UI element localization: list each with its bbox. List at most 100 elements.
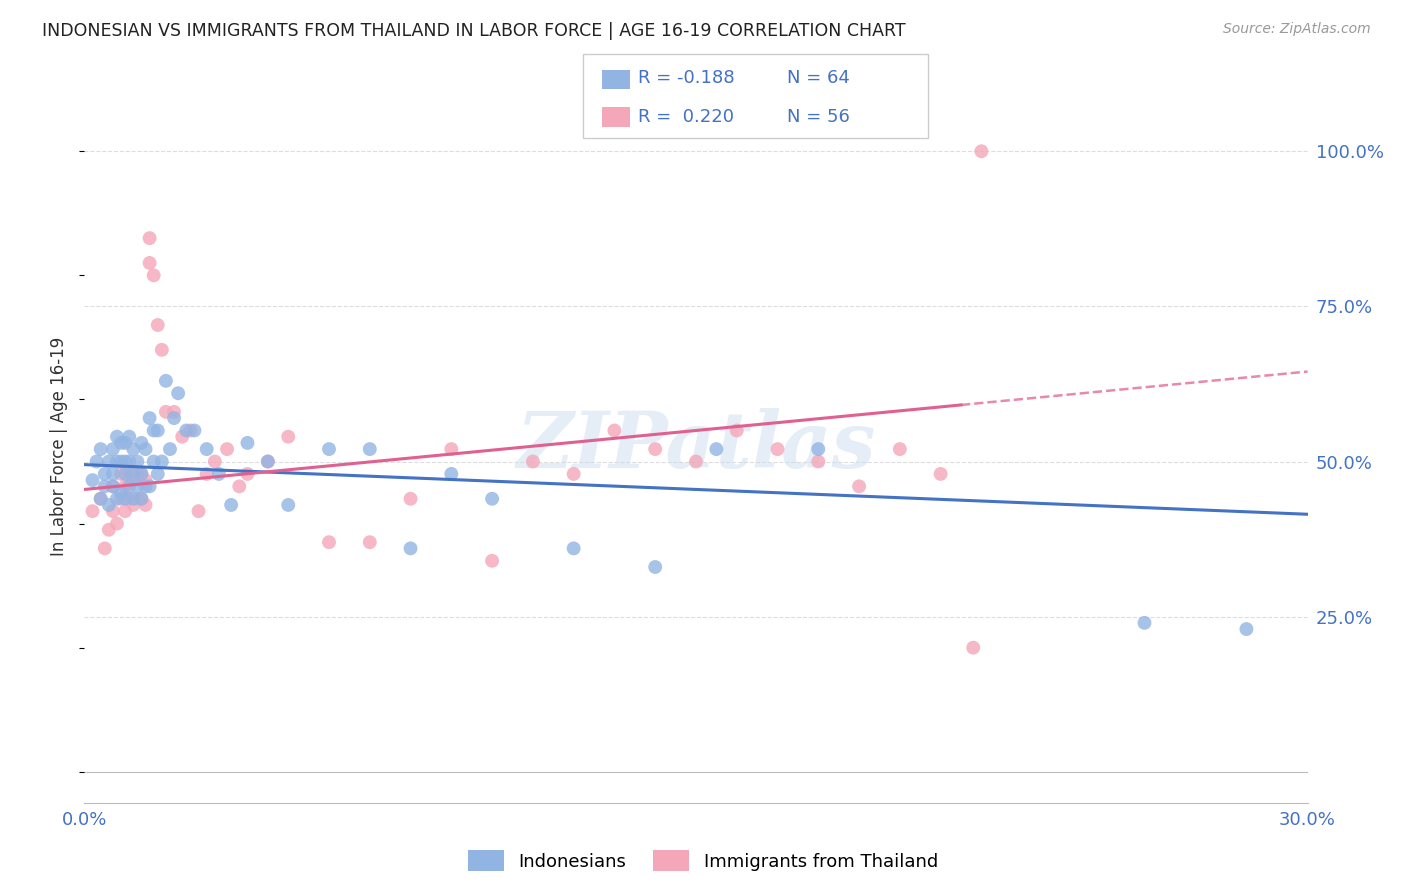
Point xyxy=(131,491,153,506)
Text: INDONESIAN VS IMMIGRANTS FROM THAILAND IN LABOR FORCE | AGE 16-19 CORRELATION CH: INDONESIAN VS IMMIGRANTS FROM THAILAND I… xyxy=(42,22,905,40)
Point xyxy=(150,343,173,357)
Y-axis label: In Labor Force | Age 16-19: In Labor Force | Age 16-19 xyxy=(51,336,69,556)
Point xyxy=(481,554,503,568)
Point xyxy=(142,424,165,438)
Point xyxy=(114,479,136,493)
Text: ZIPatlas: ZIPatlas xyxy=(516,408,876,484)
Point xyxy=(118,479,141,493)
Point xyxy=(114,467,136,481)
Point xyxy=(97,454,120,468)
Point xyxy=(889,442,911,456)
Point xyxy=(150,454,173,468)
Point xyxy=(127,491,149,506)
Point xyxy=(105,454,128,468)
Point xyxy=(122,467,145,481)
Point xyxy=(110,454,132,468)
Point xyxy=(562,467,585,481)
Point xyxy=(603,424,626,438)
Legend: Indonesians, Immigrants from Thailand: Indonesians, Immigrants from Thailand xyxy=(461,843,945,879)
Point xyxy=(155,374,177,388)
Point xyxy=(807,442,830,456)
Point xyxy=(174,424,197,438)
Point xyxy=(172,430,194,444)
Point xyxy=(101,467,124,481)
Point xyxy=(93,541,115,556)
Point xyxy=(929,467,952,481)
Point xyxy=(135,498,157,512)
Point xyxy=(135,442,157,456)
Point xyxy=(90,491,112,506)
Point xyxy=(118,454,141,468)
Point xyxy=(118,467,141,481)
Point xyxy=(86,454,108,468)
Point xyxy=(138,231,160,245)
Point xyxy=(101,479,124,493)
Point xyxy=(318,535,340,549)
Point xyxy=(257,454,280,468)
Point xyxy=(138,256,160,270)
Point xyxy=(187,504,209,518)
Point xyxy=(217,442,239,456)
Point xyxy=(399,541,422,556)
Point xyxy=(118,430,141,444)
Point xyxy=(766,442,789,456)
Point xyxy=(219,498,242,512)
Point xyxy=(110,436,132,450)
Point xyxy=(208,467,231,481)
Text: N = 64: N = 64 xyxy=(787,70,851,87)
Point xyxy=(1236,622,1258,636)
Point xyxy=(131,467,153,481)
Point xyxy=(522,454,544,468)
Point xyxy=(127,479,149,493)
Point xyxy=(101,504,124,518)
Point xyxy=(138,479,160,493)
Point xyxy=(138,411,160,425)
Point xyxy=(440,442,463,456)
Point xyxy=(359,442,381,456)
Point xyxy=(562,541,585,556)
Point xyxy=(685,454,707,468)
Point xyxy=(706,442,728,456)
Point xyxy=(228,479,250,493)
Point xyxy=(440,467,463,481)
Point xyxy=(131,467,153,481)
Point xyxy=(127,454,149,468)
Point xyxy=(114,454,136,468)
Point xyxy=(236,436,259,450)
Point xyxy=(155,405,177,419)
Point xyxy=(135,473,157,487)
Point xyxy=(146,424,169,438)
Point xyxy=(122,442,145,456)
Point xyxy=(277,498,299,512)
Point xyxy=(135,479,157,493)
Point xyxy=(122,491,145,506)
Point xyxy=(481,491,503,506)
Point xyxy=(359,535,381,549)
Point xyxy=(122,473,145,487)
Point xyxy=(90,491,112,506)
Text: R = -0.188: R = -0.188 xyxy=(638,70,735,87)
Point xyxy=(110,491,132,506)
Point xyxy=(644,560,666,574)
Point xyxy=(848,479,870,493)
Text: N = 56: N = 56 xyxy=(787,108,851,126)
Point xyxy=(90,442,112,456)
Point xyxy=(110,485,132,500)
Point xyxy=(725,424,748,438)
Point xyxy=(318,442,340,456)
Point xyxy=(179,424,201,438)
Point xyxy=(195,442,218,456)
Point xyxy=(142,454,165,468)
Point xyxy=(101,442,124,456)
Point xyxy=(163,411,186,425)
Point xyxy=(146,467,169,481)
Point xyxy=(114,504,136,518)
Point xyxy=(105,430,128,444)
Point xyxy=(105,516,128,531)
Point xyxy=(204,454,226,468)
Point xyxy=(236,467,259,481)
Point xyxy=(257,454,280,468)
Point xyxy=(131,491,153,506)
Point xyxy=(101,479,124,493)
Point xyxy=(195,467,218,481)
